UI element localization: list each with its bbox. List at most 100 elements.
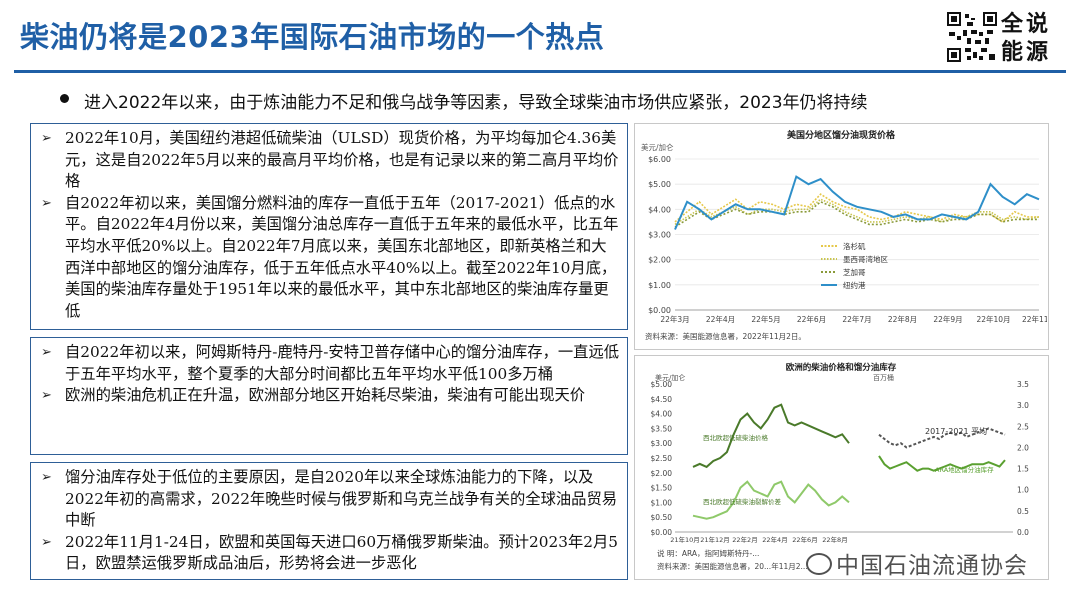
x-tick-label: 22年8月: [888, 314, 917, 324]
summary-bullet: 进入2022年以来，由于炼油能力不足和俄乌战争等因素，导致全球柴油市场供应紧张，…: [60, 88, 868, 113]
y-tick-label-right: 2.5: [1017, 422, 1029, 431]
logo-text-line2: 能源: [1001, 39, 1052, 65]
y-tick-label: $2.50: [651, 454, 673, 463]
arrow-bullet-icon: ➢: [41, 195, 52, 211]
logo-text: 全说 能源: [1001, 10, 1067, 66]
x-tick-label: 22年8月: [822, 535, 847, 544]
list-item: ➢ 自2022年初以来，阿姆斯特丹-鹿特丹-安特卫普存储中心的馏分油库存，一直远低…: [41, 342, 621, 385]
summary-text: 进入2022年以来，由于炼油能力不足和俄乌战争等因素，导致全球柴油市场供应紧张，…: [84, 93, 868, 113]
legend-label: 墨西哥湾地区: [843, 254, 888, 264]
slide-title: 柴油仍将是2023年国际石油市场的一个热点: [20, 20, 605, 54]
y-tick-label: $0.00: [648, 306, 671, 315]
y-tick-label: $0.00: [651, 528, 673, 537]
x-tick-label: 22年3月: [660, 314, 689, 324]
list-item: ➢ 自2022年初以来，美国馏分燃料油的库存一直低于五年（2017-2021）低点…: [41, 193, 621, 323]
text-box-reasons: ➢ 馏分油库存处于低位的主要原因，是自2020年以来全球炼油能力的下降，以及202…: [30, 462, 628, 580]
y-tick-label: $5.00: [648, 180, 671, 189]
y-tick-label-right: 3.0: [1017, 401, 1029, 410]
legend-label: 洛杉矶: [843, 241, 866, 251]
series-line: [674, 200, 1039, 228]
list-item-text: 欧洲的柴油危机正在升温，欧洲部分地区开始耗尽柴油，柴油有可能出现天价: [65, 386, 586, 405]
y-axis-label: 美元/加仑: [655, 373, 685, 382]
y-tick-label: $5.00: [651, 380, 673, 389]
chart-us-distillate-prices: 美国分地区馏分油现货价格美元/加仑 $0.00 $1.00 $2.00 $3.00 $4.…: [634, 123, 1056, 350]
y-axis-label-right: 百万桶: [873, 373, 894, 382]
chart-title: 美国分地区馏分油现货价格: [787, 129, 896, 141]
x-tick-label: 22年4月: [762, 535, 787, 544]
qr-code-icon: [947, 12, 997, 62]
legend-label: 纽约港: [843, 280, 866, 290]
arrow-bullet-icon: ➢: [41, 534, 52, 550]
x-tick-label: 22年5月: [751, 314, 780, 324]
logo-text-line1: 全说: [1001, 11, 1052, 37]
list-item-text: 自2022年初以来，美国馏分燃料油的库存一直低于五年（2017-2021）低点的…: [65, 193, 619, 320]
series-line: [878, 427, 1006, 449]
y-tick-label: $6.00: [648, 155, 671, 164]
x-tick-label: 22年4月: [706, 314, 735, 324]
y-axis-label: 美元/加仑: [641, 142, 674, 152]
x-tick-label: 22年10月: [976, 314, 1010, 324]
x-tick-label: 22年6月: [792, 535, 817, 544]
chart-source: 资料来源：美国能源信息署，2022年11月2日。: [645, 331, 806, 341]
text-box-us: ➢ 2022年10月，美国纽约港超低硫柴油（ULSD）现货价格，为平均每加仑4.3…: [30, 123, 628, 330]
y-tick-label-right: 0.0: [1017, 528, 1029, 537]
y-tick-label-right: 1.0: [1017, 486, 1029, 495]
y-tick-label-right: 0.5: [1017, 507, 1029, 516]
series-line: [674, 175, 1040, 230]
list-item-text: 2022年11月1-24日，欧盟和英国每天进口60万桶俄罗斯柴油。预计2023年…: [65, 532, 619, 573]
x-tick-label: 21年10月: [670, 535, 700, 544]
y-tick-label-right: 3.5: [1017, 380, 1029, 389]
chart-europe-diesel: 欧洲的柴油价格和馏分油库存美元/加仑 百万桶 $0.00 $0.50 $1.00 $1.5…: [634, 355, 1049, 580]
series-label: 西北欧超低硫柴油价格: [703, 433, 769, 442]
list-item: ➢ 馏分油库存处于低位的主要原因，是自2020年以来全球炼油能力的下降，以及202…: [41, 467, 621, 532]
chart-title: 欧洲的柴油价格和馏分油库存: [786, 362, 897, 373]
y-tick-label: $1.50: [651, 484, 673, 493]
brand-logo: 全说 能源: [947, 10, 1069, 68]
x-tick-label: 22年7月: [842, 314, 871, 324]
series-label: ARA地区馏分油库存: [935, 465, 994, 474]
arrow-bullet-icon: ➢: [41, 470, 52, 485]
list-item-text: 2022年10月，美国纽约港超低硫柴油（ULSD）现货价格，为平均每加仑4.36…: [65, 129, 619, 191]
y-tick-label: $2.00: [648, 256, 671, 265]
x-tick-label: 22年2月: [732, 535, 757, 544]
title-divider: [14, 70, 1066, 73]
arrow-bullet-icon: ➢: [41, 388, 52, 404]
list-item-text: 自2022年初以来，阿姆斯特丹-鹿特丹-安特卫普存储中心的馏分油库存，一直远低于…: [65, 343, 620, 383]
chart-note: 说 明：ARA，指阿姆斯特丹-...: [657, 548, 759, 558]
chart-source: 资料来源：美国能源信息署，20...年11月2...: [657, 561, 808, 571]
arrow-bullet-icon: ➢: [41, 345, 52, 360]
y-tick-label: $0.50: [651, 513, 673, 522]
series-label: 西北欧超低硫柴油裂解价差: [703, 497, 782, 506]
y-tick-label: $4.50: [651, 395, 673, 404]
watermark-text: 中国石油流通协会: [836, 553, 1028, 579]
y-tick-label: $1.00: [648, 281, 671, 290]
y-tick-label: $4.00: [648, 205, 671, 214]
text-box-europe: ➢ 自2022年初以来，阿姆斯特丹-鹿特丹-安特卫普存储中心的馏分油库存，一直远低…: [30, 337, 628, 455]
y-tick-label: $3.50: [651, 424, 673, 433]
y-tick-label-right: 1.5: [1017, 465, 1029, 474]
x-tick-label: 22年11月: [1022, 314, 1047, 324]
y-tick-label-right: 2.0: [1017, 443, 1029, 452]
arrow-bullet-icon: ➢: [41, 131, 52, 146]
list-item-text: 馏分油库存处于低位的主要原因，是自2020年以来全球炼油能力的下降，以及2022…: [65, 468, 618, 530]
bullet-dot-icon: [60, 94, 69, 103]
legend-label: 芝加哥: [843, 267, 866, 277]
wechat-icon: [806, 553, 832, 575]
list-item: ➢ 欧洲的柴油危机正在升温，欧洲部分地区开始耗尽柴油，柴油有可能出现天价: [41, 385, 621, 407]
series-line: [692, 403, 850, 469]
series-label: 2017-2021 平均: [925, 426, 987, 436]
x-tick-label: 22年6月: [797, 314, 826, 324]
x-tick-label: 22年9月: [933, 314, 962, 324]
series-line: [692, 480, 850, 520]
y-tick-label: $3.00: [651, 439, 673, 448]
list-item: ➢ 2022年11月1-24日，欧盟和英国每天进口60万桶俄罗斯柴油。预计2023…: [41, 532, 621, 575]
y-tick-label: $4.00: [651, 410, 673, 419]
list-item: ➢ 2022年10月，美国纽约港超低硫柴油（ULSD）现货价格，为平均每加仑4.3…: [41, 128, 621, 193]
y-tick-label: $1.00: [651, 498, 673, 507]
watermark: 中国石油流通协会: [806, 546, 1028, 580]
y-tick-label: $2.00: [651, 469, 673, 478]
series-line: [878, 455, 1006, 472]
y-tick-label: $3.00: [648, 231, 671, 240]
